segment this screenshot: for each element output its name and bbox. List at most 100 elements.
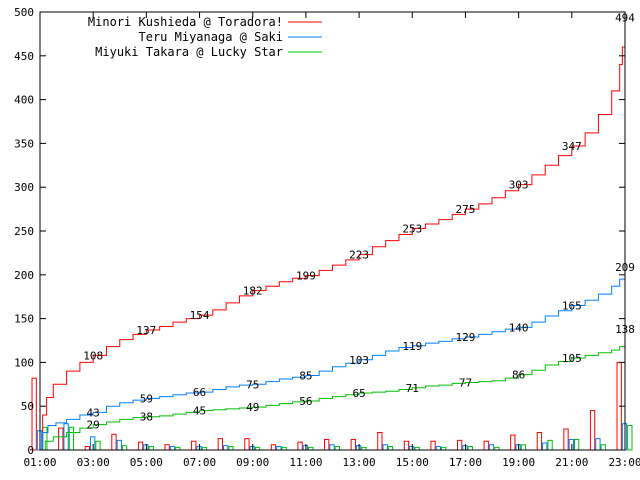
bar-2-12 [334, 445, 340, 451]
cumulative-lines [40, 17, 626, 451]
bar-2-3 [95, 440, 101, 451]
bar-1-17 [462, 445, 468, 451]
series-2-label: 29 [87, 419, 100, 432]
series-0-label: 275 [456, 203, 476, 216]
bar-0-1 [31, 377, 37, 451]
bar-2-19 [520, 444, 527, 451]
series-2-label: 49 [246, 401, 259, 414]
x-tick-label: 21:00 [555, 456, 588, 469]
bar-0-12 [324, 438, 330, 451]
x-tick-label: 01:00 [23, 456, 56, 469]
series-2-label: 38 [140, 411, 153, 424]
series-1-label: 129 [456, 331, 476, 344]
series-1-label: 75 [246, 378, 259, 391]
y-tick-label: 50 [21, 400, 34, 413]
y-tick-label: 250 [14, 225, 34, 238]
bar-0-7 [191, 440, 197, 451]
bar-0-11 [297, 441, 303, 451]
series-2-label: 45 [193, 405, 206, 418]
series-line-2 [40, 329, 626, 451]
bar-0-14 [377, 431, 383, 451]
series-1-label: 103 [349, 354, 369, 367]
bar-2-5 [148, 445, 154, 451]
bar-1-22 [595, 438, 601, 451]
y-tick-label: 350 [14, 137, 34, 150]
y-tick-label: 500 [14, 6, 34, 19]
bar-0-13 [350, 438, 356, 451]
bar-1-6 [169, 445, 176, 451]
x-tick-label: 23:00 [608, 456, 640, 469]
bar-0-20 [536, 431, 543, 451]
bar-0-17 [456, 439, 463, 451]
bar-2-14 [387, 445, 394, 451]
series-2-label: 77 [459, 377, 472, 390]
x-tick-label: 07:00 [183, 456, 216, 469]
series-0-label: 154 [190, 309, 210, 322]
legend-label-2: Miyuki Takara @ Lucky Star [95, 45, 283, 59]
series-2-label: 86 [512, 369, 525, 382]
bar-0-3 [84, 445, 91, 451]
bar-1-14 [382, 444, 388, 451]
bar-1-8 [222, 445, 229, 451]
series-0-label: 347 [562, 140, 582, 153]
bar-0-9 [244, 438, 250, 451]
bar-0-8 [217, 438, 223, 451]
bar-2-17 [467, 445, 473, 451]
legend-label-1: Teru Miyanaga @ Saki [139, 30, 284, 44]
x-tick-label: 13:00 [343, 456, 376, 469]
bar-0-18 [483, 440, 489, 451]
bar-0-19 [510, 434, 516, 451]
x-tick-label: 05:00 [130, 456, 163, 469]
y-tick-label: 0 [27, 444, 34, 457]
x-tick-label: 03:00 [77, 456, 110, 469]
bar-0-6 [164, 444, 170, 451]
x-tick-label: 11:00 [289, 456, 322, 469]
series-0-label: 303 [509, 179, 529, 192]
x-tick-label: 19:00 [502, 456, 535, 469]
bar-2-8 [228, 445, 234, 451]
legend: Minori Kushieda @ Toradora!Teru Miyanaga… [88, 15, 322, 59]
y-tick-label: 400 [14, 94, 34, 107]
series-line-0 [40, 17, 626, 451]
series-1-label: 119 [402, 340, 422, 353]
bar-1-12 [329, 444, 335, 451]
bar-0-10 [270, 444, 277, 451]
x-tick-label: 09:00 [236, 456, 269, 469]
series-2-label: 56 [299, 395, 312, 408]
plot-border [39, 11, 626, 451]
series-1-label: 85 [299, 370, 312, 383]
series-2-label: 105 [562, 352, 582, 365]
x-tick-label: 15:00 [396, 456, 429, 469]
y-tick-label: 200 [14, 269, 34, 282]
bar-1-20 [542, 442, 548, 451]
bar-1-9 [249, 445, 255, 451]
series-1-label: 43 [87, 406, 100, 419]
series-0-label: 182 [243, 285, 263, 298]
legend-label-0: Minori Kushieda @ Toradora! [88, 15, 283, 29]
y-tick-label: 450 [14, 50, 34, 63]
bar-1-4 [116, 439, 122, 451]
series-0-label: 137 [136, 324, 156, 337]
series-0-label: 108 [83, 349, 103, 362]
y-tick-label: 100 [14, 356, 34, 369]
bar-0-5 [137, 441, 144, 451]
series-2-label: 71 [406, 382, 419, 395]
series-1-label: 140 [509, 321, 529, 334]
bar-1-18 [488, 444, 495, 451]
bar-2-21 [573, 438, 580, 451]
bar-2-20 [547, 439, 553, 451]
bar-0-4 [111, 433, 117, 451]
series-0-label: 253 [402, 222, 422, 235]
bar-1-10 [276, 445, 282, 451]
series-0-label: 223 [349, 249, 369, 262]
bar-1-16 [435, 445, 442, 451]
bar-2-4 [121, 445, 128, 451]
x-tick-label: 17:00 [449, 456, 482, 469]
y-tick-label: 150 [14, 313, 34, 326]
bar-0-2 [58, 427, 64, 451]
hourly-bars [31, 361, 633, 451]
series-1-label: 59 [140, 392, 153, 405]
series-1-label: 165 [562, 299, 582, 312]
bar-0-22 [589, 410, 596, 451]
